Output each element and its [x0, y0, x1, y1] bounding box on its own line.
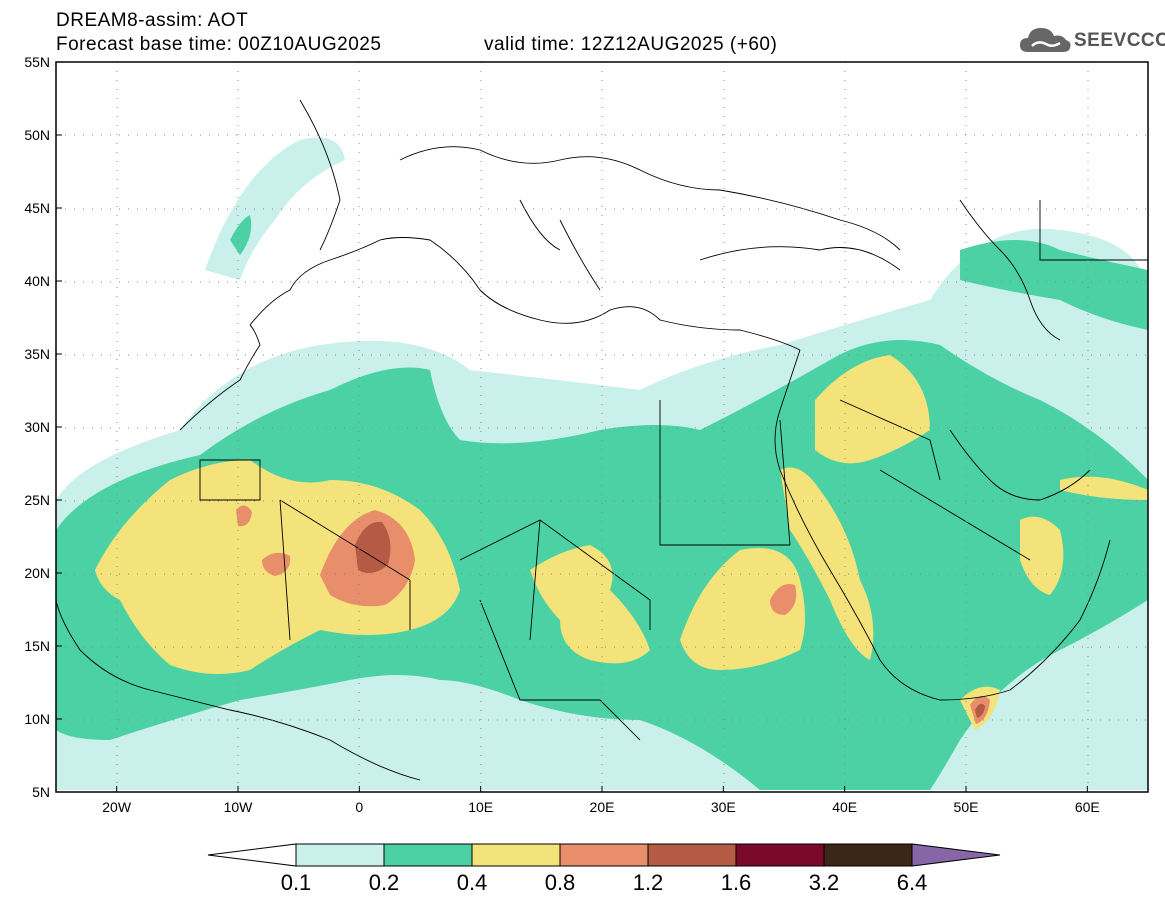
lat-label: 45N: [24, 200, 50, 216]
lat-label: 10N: [24, 711, 50, 727]
colorbar-label: 0.2: [369, 870, 400, 895]
colorbar-swatch: [823, 843, 913, 867]
colorbar: 0.1 0.2 0.4 0.8 1.2 1.6 3.2 6.4: [207, 843, 1001, 895]
colorbar-swatch: [295, 843, 385, 867]
lat-label: 20N: [24, 565, 50, 581]
lat-label: 25N: [24, 492, 50, 508]
colorbar-under-arrow: [207, 843, 297, 867]
lat-label: 40N: [24, 273, 50, 289]
axis-ticks: 55N 50N 45N 40N 35N 30N 25N 20N 15N 10N 5N 20W 10W 0 1…: [24, 54, 1099, 815]
colorbar-label: 1.2: [633, 870, 664, 895]
lon-label: 20E: [590, 799, 615, 815]
seevccc-logo: SEEVCCC: [1018, 22, 1165, 58]
colorbar-swatch: [647, 843, 737, 867]
lon-label: 50E: [954, 799, 979, 815]
colorbar-label: 1.6: [721, 870, 752, 895]
lat-label: 30N: [24, 419, 50, 435]
forecast-times: Forecast base time: 00Z10AUG2025 valid ti…: [56, 34, 777, 56]
colorbar-label: 6.4: [897, 870, 928, 895]
lat-label: 5N: [32, 784, 50, 800]
lon-label: 60E: [1075, 799, 1100, 815]
lon-label: 0: [355, 799, 363, 815]
lon-label: 20W: [102, 799, 132, 815]
colorbar-label: 3.2: [809, 870, 840, 895]
colorbar-label: 0.1: [281, 870, 312, 895]
lon-label: 30E: [711, 799, 736, 815]
lon-label: 10W: [224, 799, 254, 815]
lon-label: 10E: [468, 799, 493, 815]
lat-label: 55N: [24, 54, 50, 70]
lon-label: 40E: [832, 799, 857, 815]
graticule: [56, 62, 1148, 792]
base-time: Forecast base time: 00Z10AUG2025: [56, 34, 382, 55]
colorbar-label: 0.8: [545, 870, 576, 895]
cloud-icon: [1020, 28, 1071, 52]
lat-label: 35N: [24, 346, 50, 362]
lat-label: 50N: [24, 127, 50, 143]
valid-time: valid time: 12Z12AUG2025 (+60): [484, 34, 778, 55]
colorbar-swatch: [383, 843, 473, 867]
map-title: DREAM8-assim: AOT: [56, 10, 249, 31]
colorbar-label: 0.4: [457, 870, 488, 895]
coastlines: [56, 99, 1148, 781]
colorbar-swatch: [559, 843, 649, 867]
logo-text: SEEVCCC: [1074, 30, 1165, 51]
colorbar-over-arrow: [911, 843, 1001, 867]
aot-level-1.2: [355, 521, 985, 718]
colorbar-swatch: [735, 843, 825, 867]
lat-label: 15N: [24, 638, 50, 654]
colorbar-swatch: [471, 843, 561, 867]
